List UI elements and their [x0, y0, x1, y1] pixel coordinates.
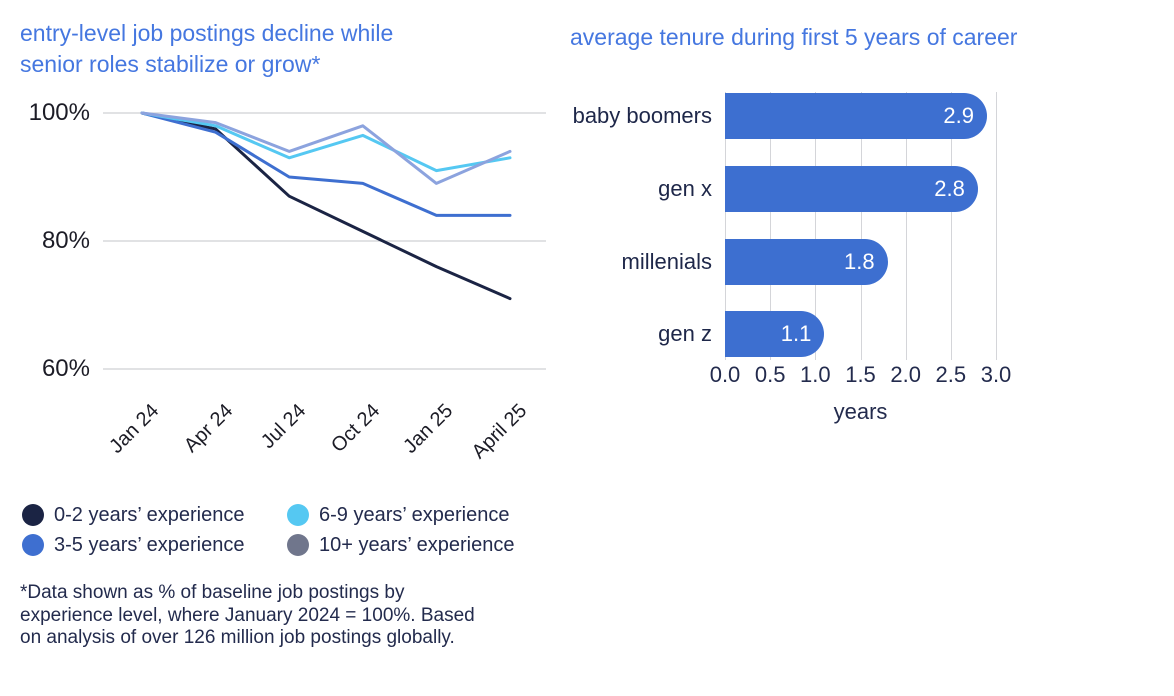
bar-value-label: 1.1 [780, 321, 812, 347]
y-axis-tick-label: 60% [41, 355, 90, 382]
legend-item-3-5-years: 3-5 years’ experience [22, 532, 244, 558]
footnote-line: *Data shown as % of baseline job posting… [20, 582, 405, 603]
x-axis-tick-label: Oct 24 [326, 399, 385, 457]
bar: 2.9 [725, 93, 987, 139]
line-chart-title: entry-level job postings decline while s… [20, 18, 500, 80]
bar-chart-plot: 2.9 2.8 1.8 1.1 [725, 92, 997, 360]
bar-category-label: gen x [658, 175, 712, 201]
x-axis-tick-label: Jan 24 [105, 399, 164, 458]
x-axis-tick-label: 1.0 [800, 362, 831, 387]
legend-dot-icon [22, 504, 44, 526]
line-chart [103, 111, 546, 370]
x-axis-tick-label: 2.5 [935, 362, 967, 387]
x-axis-tick-label: 0.0 [709, 362, 741, 387]
y-axis-tick-label: 80% [41, 227, 90, 254]
x-axis-tick-label: 0.5 [754, 362, 786, 387]
legend-dot-icon [287, 504, 309, 526]
legend-dot-icon [287, 534, 309, 556]
bar-category-label: gen z [658, 321, 712, 347]
bar-value-label: 1.8 [844, 248, 875, 274]
legend-label: 6-9 years’ experience [319, 503, 510, 526]
line-chart-title-line2: senior roles stabilize or grow* [20, 51, 321, 77]
x-axis-tick-label: April 25 [467, 399, 532, 464]
gridline [770, 92, 772, 360]
bar: 2.8 [725, 165, 978, 212]
footnote-line: on analysis of over 126 million job post… [20, 627, 455, 648]
bar-value-label: 2.8 [934, 175, 965, 201]
x-axis-tick-label: Jul 24 [257, 399, 311, 454]
line-series [140, 111, 512, 301]
bar-category-label: baby boomers [572, 103, 712, 128]
bar: 1.8 [725, 238, 888, 285]
gridline [815, 92, 817, 360]
x-axis-tick-label: Jan 25 [399, 399, 458, 458]
legend-item-0-2-years: 0-2 years’ experience [22, 502, 244, 528]
gridline [860, 92, 862, 360]
legend-item-6-9-years: 6-9 years’ experience [287, 502, 509, 528]
line-series [140, 111, 512, 217]
line-series [140, 111, 512, 173]
legend-label: 10+ years’ experience [319, 533, 515, 556]
bar-chart-title: average tenure during first 5 years of c… [570, 24, 1018, 50]
x-axis-tick-label: 2.0 [890, 362, 921, 387]
legend-label: 0-2 years’ experience [54, 503, 245, 526]
line-series [140, 111, 512, 185]
gridline [950, 92, 952, 360]
x-axis-tick-label: 3.0 [980, 362, 1012, 387]
bar-value-label: 2.9 [943, 103, 974, 128]
footnote: *Data shown as % of baseline job posting… [20, 582, 490, 650]
footnote-line: experience level, where January 2024 = 1… [20, 604, 475, 626]
x-axis-tick-label: Apr 24 [179, 399, 237, 457]
legend-label: 3-5 years’ experience [54, 533, 245, 556]
gridline [905, 92, 907, 360]
y-axis-tick-label: 100% [28, 99, 90, 126]
legend-item-10-plus-years: 10+ years’ experience [287, 532, 515, 558]
bar: 1.1 [725, 311, 825, 358]
gridline [996, 92, 997, 360]
bar-chart-axis-label: years [833, 399, 888, 424]
gridline [725, 92, 726, 360]
line-chart-title-line1: entry-level job postings decline while [20, 20, 394, 46]
x-axis-tick-label: 1.5 [845, 362, 876, 387]
legend-dot-icon [22, 534, 44, 556]
bar-category-label: millenials [621, 248, 712, 274]
